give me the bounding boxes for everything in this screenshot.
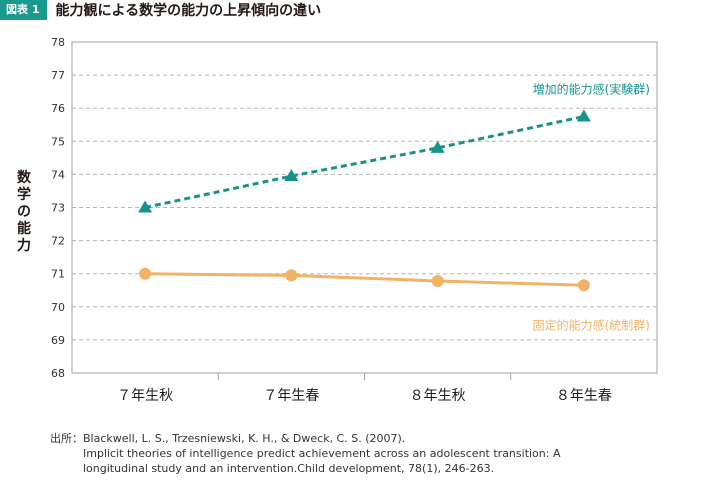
source-label: 出所： xyxy=(50,432,83,445)
y-tick-label: 68 xyxy=(51,367,65,380)
figure-header: 図表 1 能力観による数学の能力の上昇傾向の違い xyxy=(0,0,321,20)
figure-title: 能力観による数学の能力の上昇傾向の違い xyxy=(55,3,322,19)
triangle-marker xyxy=(284,169,299,182)
circle-marker xyxy=(431,274,444,287)
y-tick-label: 69 xyxy=(51,334,65,347)
y-tick-label: 74 xyxy=(51,168,65,181)
y-tick-label: 70 xyxy=(51,301,65,314)
y-tick-label: 76 xyxy=(51,102,65,115)
line-chart: 68 69 70 71 72 73 74 75 76 77 78 ７年生秋 ７年生春 ８年生秋 ８年生春 増加… xyxy=(51,36,658,404)
triangle-marker xyxy=(430,140,445,153)
source-line: Implicit theories of intelligence predic… xyxy=(83,447,561,460)
source-note: 出所： Blackwell, L. S., Trzesniewski, K. H… xyxy=(50,431,561,476)
y-tick-label: 72 xyxy=(51,235,65,248)
y-tick-label: 71 xyxy=(51,268,65,281)
circle-marker xyxy=(577,279,590,292)
x-tick-label: ８年生秋 xyxy=(410,388,466,404)
triangle-marker xyxy=(576,109,591,122)
y-tick-label: 77 xyxy=(51,69,65,82)
series-line xyxy=(144,115,585,209)
circle-marker xyxy=(285,269,298,282)
series-label: 増加的能力感(実験群) xyxy=(533,81,650,96)
series-line xyxy=(145,272,584,287)
y-tick-label: 73 xyxy=(51,202,65,215)
x-tick-label: ８年生春 xyxy=(556,388,612,404)
x-tick-label: ７年生春 xyxy=(263,388,319,404)
y-axis-label: 数学の能力 xyxy=(17,170,31,254)
triangle-marker xyxy=(138,200,153,213)
source-line: longitudinal study and an intervention.C… xyxy=(83,462,495,475)
y-tick-label: 75 xyxy=(51,135,65,148)
x-tick-label: ７年生秋 xyxy=(117,388,173,404)
figure-tag: 図表 1 xyxy=(0,0,48,20)
y-tick-label: 78 xyxy=(51,36,65,49)
series-label: 固定的能力感(統制群) xyxy=(533,317,650,332)
circle-marker xyxy=(139,267,152,280)
source-line: Blackwell, L. S., Trzesniewski, K. H., &… xyxy=(83,432,406,445)
